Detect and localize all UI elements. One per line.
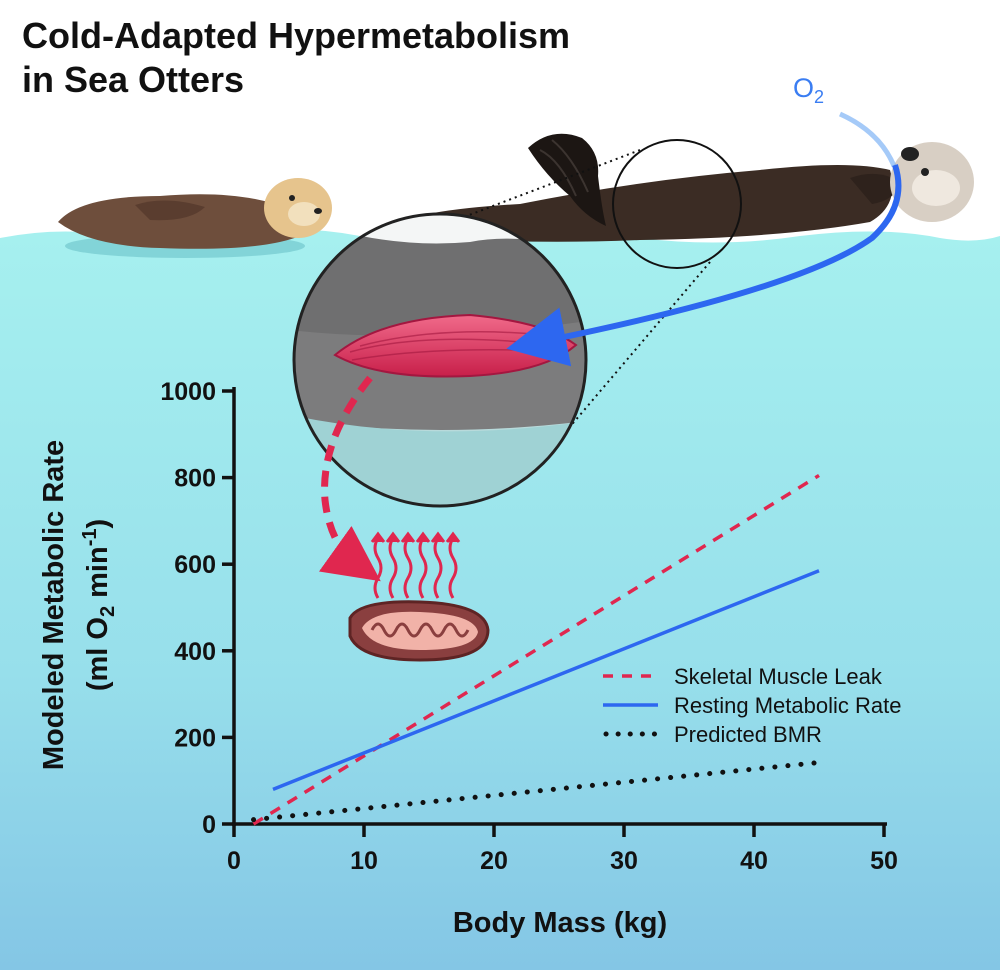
y-axis-title: Modeled Metabolic Rate (ml O2 min-1) — [38, 440, 119, 770]
y-tick-label: 0 — [202, 811, 216, 839]
leak-dashed-arrow-icon — [318, 375, 381, 582]
adult-sea-otter-illustration — [370, 133, 974, 242]
y-tick-label: 1000 — [160, 378, 216, 406]
legend-label-bmr: Predicted BMR — [674, 722, 822, 747]
x-tick-label: 0 — [227, 847, 241, 875]
y-axis-ticks: 0 200 400 600 800 1000 — [160, 378, 234, 839]
chart-axes — [232, 387, 887, 826]
zoom-connector-bottom — [539, 261, 711, 463]
heat-wave-arrows-icon — [370, 531, 461, 599]
y-axis-title-units: (ml O2 min-1) — [79, 519, 119, 691]
x-tick-label: 10 — [350, 847, 378, 875]
oxygen-flow-arrow-icon — [506, 164, 902, 367]
sea-otter-pup-illustration — [58, 178, 332, 258]
x-tick-label: 30 — [610, 847, 638, 875]
mitochondrion-icon — [348, 600, 490, 662]
oxygen-breath-lines — [838, 111, 897, 167]
o2-label: O2 — [793, 73, 824, 107]
figure-title-line2: in Sea Otters — [22, 59, 245, 100]
x-axis-title: Body Mass (kg) — [453, 907, 667, 939]
y-tick-label: 800 — [174, 465, 216, 493]
figure-title-line1: Cold-Adapted Hypermetabolism — [22, 15, 571, 56]
chart-legend: Skeletal Muscle Leak Resting Metabolic R… — [603, 664, 901, 747]
series-line-muscle-leak — [252, 473, 820, 826]
legend-label-muscle-leak: Skeletal Muscle Leak — [674, 664, 883, 689]
y-axis-title-line1: Modeled Metabolic Rate — [38, 440, 70, 770]
zoom-source-circle — [612, 139, 742, 269]
x-axis-ticks: 0 10 20 30 40 50 — [227, 824, 898, 875]
x-tick-label: 50 — [870, 847, 898, 875]
chart-series — [251, 473, 822, 826]
y-tick-label: 400 — [174, 638, 216, 666]
series-line-bmr — [251, 760, 822, 823]
x-tick-label: 40 — [740, 847, 768, 875]
y-tick-label: 600 — [174, 551, 216, 579]
y-tick-label: 200 — [174, 724, 216, 752]
water-background — [0, 229, 1000, 970]
figure-title: Cold-Adapted Hypermetabolism in Sea Otte… — [22, 14, 570, 102]
series-line-rmr — [272, 569, 820, 791]
legend-label-rmr: Resting Metabolic Rate — [674, 693, 901, 718]
x-tick-label: 20 — [480, 847, 508, 875]
